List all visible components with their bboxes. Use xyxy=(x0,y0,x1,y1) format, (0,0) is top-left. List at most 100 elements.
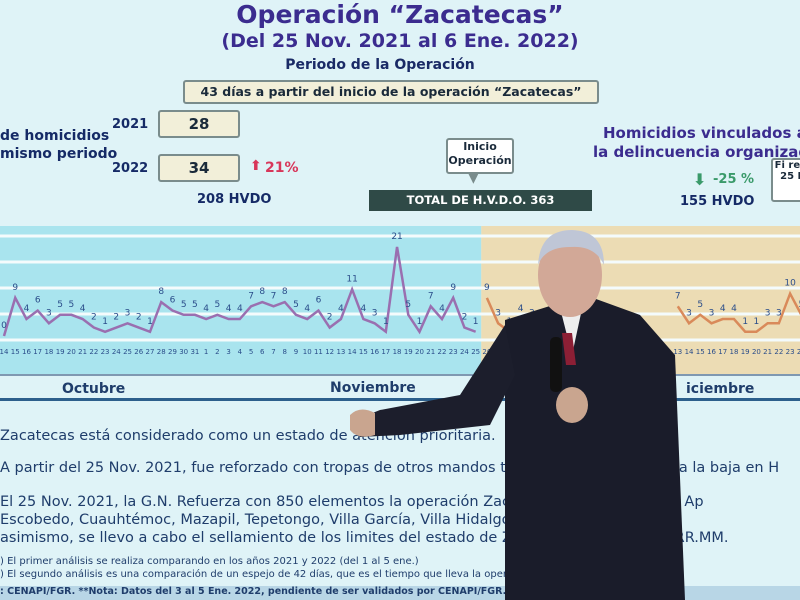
before-data-label: 1 xyxy=(102,317,108,327)
before-data-label: 2 xyxy=(91,313,97,323)
speaker-hand xyxy=(350,409,375,437)
x-tick-label: 21 xyxy=(426,348,435,356)
total-label: TOTAL DE H.V.D.O. 363 xyxy=(369,190,592,211)
before-data-label: 5 xyxy=(181,300,187,310)
x-tick-label: 19 xyxy=(56,348,65,356)
fin-label: Fi refo 25 D xyxy=(771,158,800,202)
after-end-data-label: 5 xyxy=(697,300,703,310)
before-data-label: 1 xyxy=(147,317,153,327)
x-tick-label: 15 xyxy=(696,348,705,356)
before-data-label: 9 xyxy=(450,283,456,293)
slide-title: Operación “Zacatecas” xyxy=(236,0,564,29)
after-end-data-label: 1 xyxy=(742,317,748,327)
x-tick-label: 28 xyxy=(157,348,166,356)
before-data-label: 7 xyxy=(248,291,254,301)
before-data-label: 6 xyxy=(316,296,322,306)
x-tick-label: 18 xyxy=(729,348,738,356)
x-tick-label: 16 xyxy=(370,348,379,356)
speaker-head xyxy=(538,233,602,317)
before-data-label: 2 xyxy=(327,313,333,323)
before-data-label: 1 xyxy=(473,317,479,327)
before-data-label: 2 xyxy=(462,313,468,323)
hvdo-left: 208 HVDO xyxy=(197,192,272,207)
x-tick-label: 22 xyxy=(89,348,98,356)
change-up: 21% xyxy=(265,160,299,176)
before-data-label: 0 xyxy=(1,321,7,331)
after-end-data-label: 3 xyxy=(765,308,771,318)
note-2: ) El segundo análisis es una comparación… xyxy=(0,569,534,580)
before-data-label: 7 xyxy=(271,291,277,301)
x-tick-label: 12 xyxy=(325,348,334,356)
x-tick-label: 19 xyxy=(404,348,413,356)
inicio-label: Inicio Operación xyxy=(446,138,514,174)
x-tick-label: 19 xyxy=(741,348,750,356)
x-tick-label: 20 xyxy=(752,348,761,356)
x-tick-label: 18 xyxy=(393,348,402,356)
x-tick-label: 14 xyxy=(348,348,357,356)
before-data-label: 21 xyxy=(391,232,402,242)
before-data-label: 5 xyxy=(57,300,63,310)
x-tick-label: 6 xyxy=(260,348,265,356)
before-data-label: 2 xyxy=(113,313,119,323)
x-tick-label: 14 xyxy=(0,348,9,356)
x-tick-label: 24 xyxy=(797,348,800,356)
x-tick-label: 13 xyxy=(673,348,682,356)
x-tick-label: 11 xyxy=(314,348,323,356)
period-box: 43 días a partir del inicio de la operac… xyxy=(183,80,599,104)
before-data-label: 6 xyxy=(35,296,41,306)
speaker-tie xyxy=(562,333,576,365)
slide-subtitle: (Del 25 Nov. 2021 al 6 Ene. 2022) xyxy=(221,30,579,52)
before-data-label: 5 xyxy=(405,300,411,310)
x-tick-label: 2 xyxy=(215,348,219,356)
before-data-label: 8 xyxy=(259,287,265,297)
before-data-label: 11 xyxy=(346,274,357,284)
x-tick-label: 25 xyxy=(471,348,480,356)
month-november: Noviembre xyxy=(330,380,416,396)
before-data-label: 4 xyxy=(24,304,30,314)
x-tick-label: 29 xyxy=(168,348,177,356)
after-start-data-label: 9 xyxy=(484,283,490,293)
x-tick-label: 22 xyxy=(774,348,783,356)
x-tick-label: 23 xyxy=(449,348,458,356)
before-data-label: 4 xyxy=(439,304,445,314)
before-data-label: 8 xyxy=(158,287,164,297)
left-label-1: de homicidios xyxy=(0,128,110,144)
value-2021: 28 xyxy=(158,110,240,138)
before-data-label: 6 xyxy=(170,296,176,306)
before-data-label: 1 xyxy=(417,317,423,327)
x-tick-label: 4 xyxy=(238,348,243,356)
before-data-label: 5 xyxy=(293,300,299,310)
arrow-up-icon: ⬆ xyxy=(250,158,262,174)
before-data-label: 4 xyxy=(203,304,209,314)
before-data-label: 5 xyxy=(192,300,198,310)
before-data-label: 3 xyxy=(125,308,131,318)
after-end-data-label: 4 xyxy=(720,304,726,314)
x-tick-label: 23 xyxy=(101,348,110,356)
before-data-label: 2 xyxy=(136,313,142,323)
before-data-label: 9 xyxy=(12,283,18,293)
month-october: Octubre xyxy=(62,381,126,397)
x-tick-label: 26 xyxy=(482,348,491,356)
x-tick-label: 16 xyxy=(707,348,716,356)
microphone-icon xyxy=(550,337,562,392)
before-data-label: 3 xyxy=(372,308,378,318)
x-tick-label: 8 xyxy=(283,348,287,356)
x-tick-label: 13 xyxy=(336,348,345,356)
before-data-label: 8 xyxy=(282,287,288,297)
before-data-label: 4 xyxy=(80,304,86,314)
after-start-data-label: 4 xyxy=(518,304,524,314)
x-tick-label: 24 xyxy=(460,348,469,356)
x-tick-label: 15 xyxy=(359,348,368,356)
x-tick-label: 17 xyxy=(718,348,727,356)
before-background xyxy=(0,226,482,374)
arrow-down-green-icon: ⬇ xyxy=(693,170,707,189)
x-tick-label: 15 xyxy=(11,348,20,356)
x-tick-label: 25 xyxy=(123,348,132,356)
x-tick-label: 17 xyxy=(33,348,42,356)
before-data-label: 7 xyxy=(428,291,434,301)
x-tick-label: 17 xyxy=(381,348,390,356)
x-tick-label: 23 xyxy=(786,348,795,356)
x-tick-label: 31 xyxy=(190,348,199,356)
right-heading-1: Homicidios vinculados a xyxy=(603,124,800,142)
month-december: iciembre xyxy=(686,381,755,397)
